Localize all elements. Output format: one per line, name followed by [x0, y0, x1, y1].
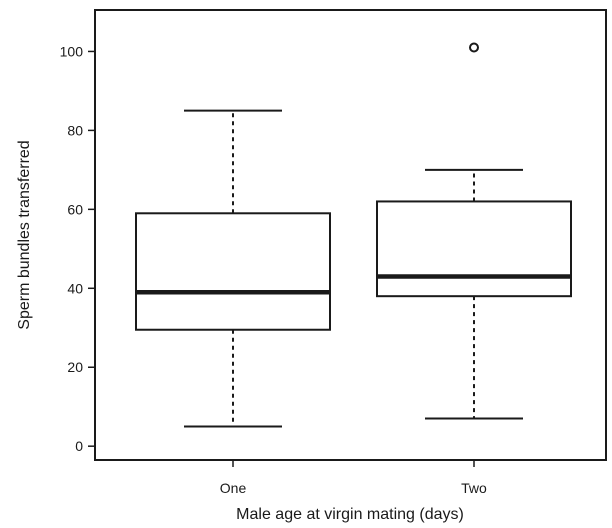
y-tick-label-80: 80 [67, 122, 83, 138]
box-two [376, 42, 572, 420]
y-tick-label-0: 0 [75, 438, 83, 454]
box-one [135, 109, 331, 428]
x-axis-title: Male age at virgin mating (days) [236, 506, 464, 523]
x-tick-label-one: One [220, 480, 247, 496]
x-axis: One Two [220, 460, 487, 496]
y-tick-label-40: 40 [67, 280, 83, 296]
plot-frame [94, 9, 607, 461]
y-tick-label-100: 100 [60, 43, 84, 59]
y-tick-label-60: 60 [67, 201, 83, 217]
iqr-box-one [135, 212, 331, 331]
y-axis: 0 20 40 60 80 100 [60, 43, 95, 454]
iqr-box-two [376, 200, 572, 298]
x-tick-label-two: Two [461, 480, 487, 496]
boxes [135, 42, 572, 428]
y-tick-label-20: 20 [67, 359, 83, 375]
y-axis-title: Sperm bundles transferred [16, 140, 33, 329]
outlier-two-0 [469, 42, 479, 53]
